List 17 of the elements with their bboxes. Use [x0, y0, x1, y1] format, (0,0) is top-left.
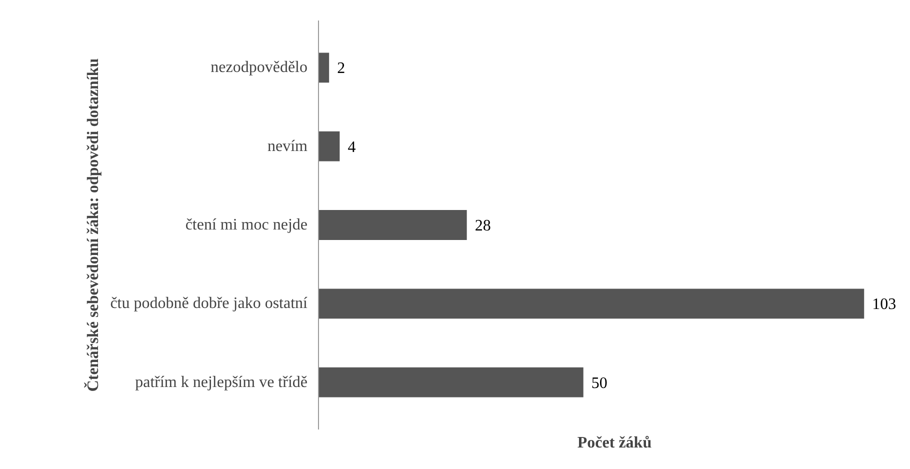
bar — [318, 210, 467, 240]
data-label: 28 — [474, 218, 491, 234]
y-tick-label: nezodpovědělo — [210, 59, 308, 76]
y-tick-label: patřím k nejlepším ve třídě — [135, 374, 308, 391]
x-axis-title: Počet žáků — [577, 434, 652, 452]
bar — [318, 288, 864, 319]
data-label: 103 — [872, 296, 896, 314]
y-axis-title: Čtenářské sebevědomí žáka: odpovědi dotazníku — [84, 58, 102, 392]
y-tick-label: nevím — [268, 138, 308, 155]
bar — [318, 52, 330, 83]
data-label: 4 — [348, 138, 356, 156]
y-tick-label: čtení mi moc nejde — [185, 216, 308, 234]
y-tick-label: čtu podobně dobře jako ostatní — [110, 295, 308, 312]
bar — [318, 367, 584, 398]
bar — [318, 131, 340, 162]
data-label: 50 — [591, 374, 608, 392]
data-label: 2 — [337, 60, 346, 78]
